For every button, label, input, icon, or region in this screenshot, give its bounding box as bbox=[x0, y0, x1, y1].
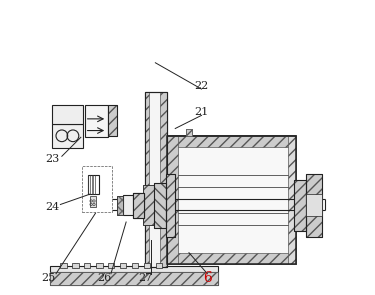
Bar bbox=[143, 186, 154, 225]
Bar bbox=[50, 272, 218, 285]
Bar bbox=[87, 175, 99, 194]
Text: 21: 21 bbox=[194, 107, 208, 117]
Bar bbox=[306, 174, 322, 237]
Bar bbox=[167, 253, 296, 264]
Bar bbox=[156, 263, 162, 268]
Bar bbox=[186, 129, 192, 136]
Bar bbox=[144, 263, 150, 268]
Bar bbox=[90, 196, 96, 207]
Bar bbox=[167, 136, 296, 264]
Bar bbox=[288, 136, 296, 264]
Bar bbox=[160, 92, 167, 267]
Text: 23: 23 bbox=[45, 154, 60, 164]
Bar bbox=[154, 183, 166, 228]
Bar bbox=[167, 136, 296, 147]
Bar bbox=[123, 195, 133, 215]
Bar bbox=[50, 266, 218, 272]
Bar bbox=[294, 180, 306, 231]
Text: 27: 27 bbox=[138, 273, 152, 283]
Bar bbox=[132, 193, 144, 218]
Bar bbox=[132, 193, 144, 218]
Bar bbox=[117, 196, 123, 215]
Bar bbox=[306, 194, 322, 216]
Bar bbox=[108, 105, 117, 136]
Bar bbox=[132, 193, 144, 218]
Bar bbox=[117, 196, 123, 215]
Bar bbox=[108, 263, 114, 268]
Bar bbox=[120, 263, 126, 268]
Bar bbox=[145, 92, 167, 267]
Bar bbox=[82, 166, 111, 212]
Text: 24: 24 bbox=[45, 202, 60, 212]
Bar bbox=[84, 263, 90, 268]
Bar bbox=[50, 272, 218, 285]
Bar bbox=[167, 136, 296, 264]
Bar bbox=[108, 105, 117, 136]
Bar bbox=[154, 183, 166, 228]
Bar bbox=[60, 263, 67, 268]
Text: 22: 22 bbox=[194, 81, 208, 91]
Bar bbox=[145, 92, 148, 267]
Bar bbox=[52, 124, 83, 148]
Bar bbox=[72, 263, 78, 268]
Bar bbox=[52, 105, 83, 124]
Bar bbox=[167, 136, 178, 264]
Text: 25: 25 bbox=[42, 273, 56, 283]
Bar bbox=[166, 174, 175, 237]
Text: 6: 6 bbox=[203, 271, 212, 285]
Bar bbox=[306, 174, 322, 237]
Bar bbox=[145, 92, 167, 267]
Bar bbox=[85, 105, 108, 137]
Bar bbox=[166, 174, 175, 237]
Text: 26: 26 bbox=[97, 273, 111, 283]
Bar bbox=[96, 263, 103, 268]
Bar bbox=[294, 180, 306, 231]
Bar bbox=[143, 186, 154, 225]
Bar bbox=[186, 129, 192, 136]
Bar bbox=[132, 263, 138, 268]
